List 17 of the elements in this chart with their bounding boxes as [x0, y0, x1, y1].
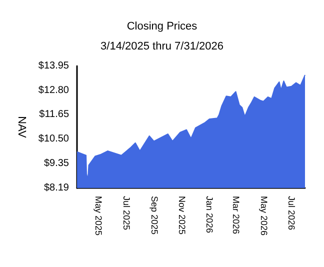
y-tick-label: $13.95	[38, 60, 70, 72]
chart-subtitle: 3/14/2025 thru 7/31/2026	[100, 40, 224, 52]
x-tick-label: Jan 2026	[204, 196, 215, 234]
y-axis-title: NAV	[16, 116, 28, 139]
y-tick-label: $12.80	[38, 84, 70, 96]
chart-title: Closing Prices	[126, 20, 198, 32]
y-tick-label: $9.35	[44, 158, 70, 169]
x-tick-label: Nov 2025	[176, 196, 187, 235]
x-tick-label: Jul 2025	[121, 196, 132, 230]
y-tick-label: $11.65	[39, 109, 70, 120]
x-tick-label: Mar 2026	[231, 196, 242, 234]
y-tick-label: $8.19	[44, 182, 70, 194]
y-tick-label: $10.50	[38, 134, 70, 145]
x-tick-label: May 2026	[258, 196, 269, 236]
x-tick-label: Jul 2026	[286, 196, 296, 230]
x-tick-label: May 2025	[94, 196, 104, 236]
x-tick-label: Sep 2025	[149, 196, 160, 235]
